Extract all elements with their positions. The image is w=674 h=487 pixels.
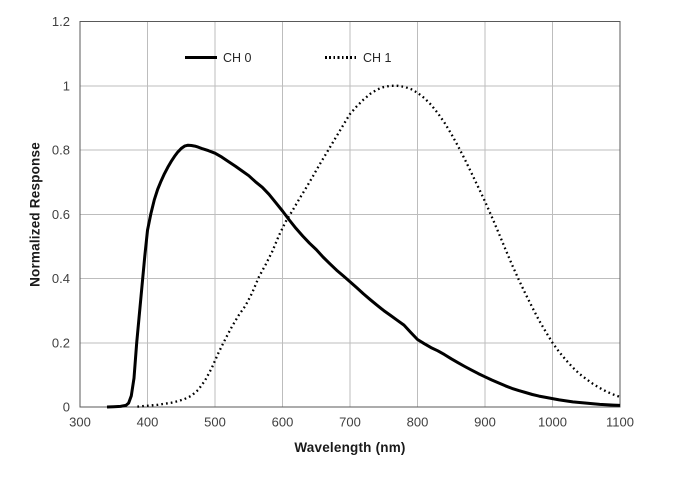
legend-label-ch0: CH 0 — [223, 50, 252, 65]
x-tick-label: 1000 — [538, 415, 567, 430]
y-axis-title: Normalized Response — [27, 142, 43, 287]
x-tick-label: 1100 — [606, 415, 634, 430]
y-tick-label: 0.2 — [52, 335, 70, 350]
y-tick-label: 1.2 — [52, 14, 70, 29]
x-tick-label: 700 — [339, 415, 361, 430]
legend-label-ch1: CH 1 — [363, 50, 392, 65]
ch1-dotted-line-sample-icon — [325, 56, 357, 59]
legend-item-ch0: CH 0 — [185, 50, 251, 65]
y-tick-label: 0.4 — [52, 271, 70, 286]
series-ch-1-line — [137, 84, 621, 408]
legend-item-ch1: CH 1 — [325, 50, 391, 65]
x-tick-label: 600 — [272, 415, 294, 430]
y-tick-labels: 0 0.2 0.4 0.6 0.8 1 1.2 — [52, 14, 70, 415]
x-axis-title: Wavelength (nm) — [294, 440, 406, 455]
y-tick-label: 0 — [63, 400, 70, 415]
plot-border — [79, 20, 621, 408]
series-ch-0-line — [106, 143, 621, 409]
x-tick-label: 300 — [69, 415, 91, 430]
x-tick-label: 500 — [204, 415, 226, 430]
y-tick-label: 0.8 — [52, 143, 70, 158]
x-tick-label: 400 — [137, 415, 159, 430]
x-tick-label: 900 — [474, 415, 496, 430]
x-tick-label: 800 — [407, 415, 429, 430]
x-tick-labels: 300 400 500 600 700 800 900 1000 1100 — [69, 415, 634, 430]
gridlines — [79, 21, 621, 408]
y-tick-label: 0.6 — [52, 207, 70, 222]
ch0-solid-line-sample-icon — [185, 56, 217, 59]
y-tick-label: 1 — [63, 78, 70, 93]
